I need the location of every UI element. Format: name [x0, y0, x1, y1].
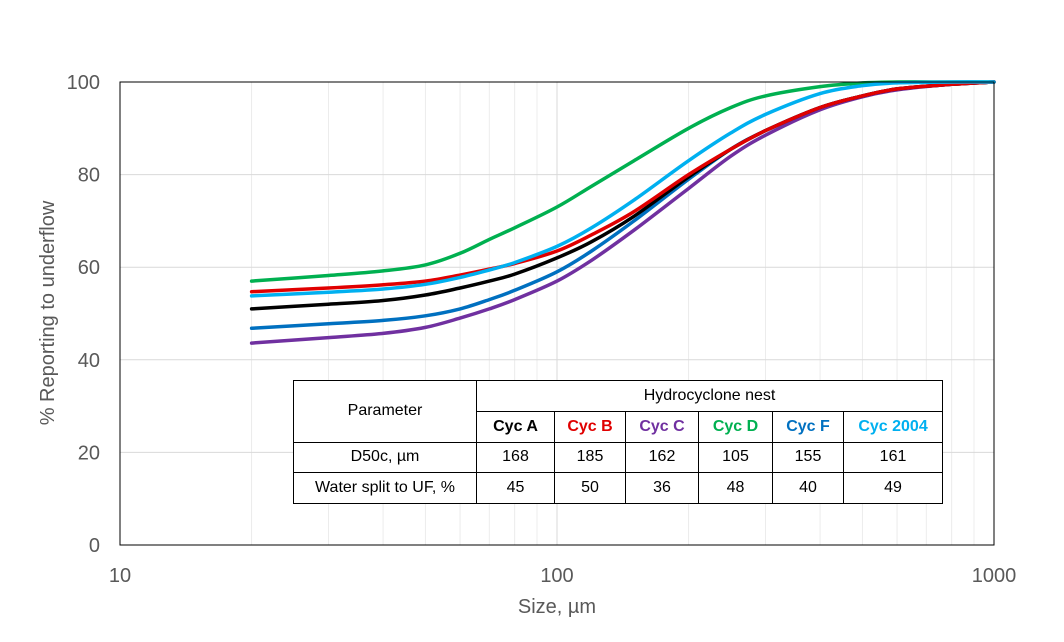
series-line-3: [249, 80, 996, 345]
table-column-header: Cyc A: [476, 410, 555, 443]
x-axis-tick-labels: 10 100 1000: [109, 565, 1016, 587]
y-tick-label: 80: [78, 165, 100, 187]
table-column-header: Cyc B: [554, 410, 626, 443]
table-column-header: Cyc D: [698, 410, 773, 443]
x-tick-label: 10: [109, 565, 131, 587]
series-line-6: [249, 80, 996, 298]
table-column-header-row: Cyc A Cyc B Cyc C Cyc D Cyc F Cyc 2004: [294, 410, 944, 443]
y-tick-label: 100: [67, 72, 100, 94]
y-tick-label: 40: [78, 350, 100, 372]
series-lines: [249, 80, 996, 345]
plot-area-border: [119, 81, 995, 546]
table-row-label: D50c, µm: [293, 441, 477, 474]
table-cell: 105: [698, 441, 773, 474]
series-line-4: [249, 80, 996, 311]
table-cell: 168: [476, 441, 555, 474]
x-axis-title: Size, µm: [518, 596, 596, 618]
table-cell: 155: [772, 441, 844, 474]
series-line-5: [249, 80, 996, 294]
y-axis-title: % Reporting to underflow: [37, 200, 59, 425]
table-column-header: Cyc 2004: [842, 410, 944, 443]
series-line-1: [249, 80, 996, 283]
y-tick-label: 60: [78, 257, 100, 279]
table-group-header: Hydrocyclone nest: [475, 380, 944, 412]
parameter-table: Parameter Hydrocyclone nest Cyc A Cyc B Cy…: [293, 380, 944, 504]
y-axis-tick-labels: 0 20 40 60 80 100: [67, 72, 100, 557]
y-tick-label: 0: [89, 535, 100, 557]
y-tick-label: 20: [78, 442, 100, 464]
parameter-table-grid: Parameter Hydrocyclone nest Cyc A Cyc B Cy…: [293, 380, 944, 504]
table-parameter-header: Parameter: [293, 380, 477, 443]
table-row-label: Water split to UF, %: [293, 472, 477, 504]
x-tick-label: 100: [540, 565, 573, 587]
table-cell: 40: [772, 472, 844, 504]
table-cell: 161: [842, 441, 944, 474]
x-tick-label: 1000: [972, 565, 1017, 587]
table-row: Water split to UF, % 45 50 36 48 40 49: [293, 472, 944, 504]
table-cell: 36: [625, 472, 699, 504]
table-column-header: Cyc C: [625, 410, 699, 443]
table-cell: 49: [842, 472, 944, 504]
table-cell: 50: [554, 472, 626, 504]
table-cell: 185: [554, 441, 626, 474]
table-cell: 45: [476, 472, 555, 504]
table-row: D50c, µm 168 185 162 105 155 161: [293, 441, 944, 474]
table-cell: 48: [698, 472, 773, 504]
table-column-header: Cyc F: [772, 410, 844, 443]
table-cell: 162: [625, 441, 699, 474]
